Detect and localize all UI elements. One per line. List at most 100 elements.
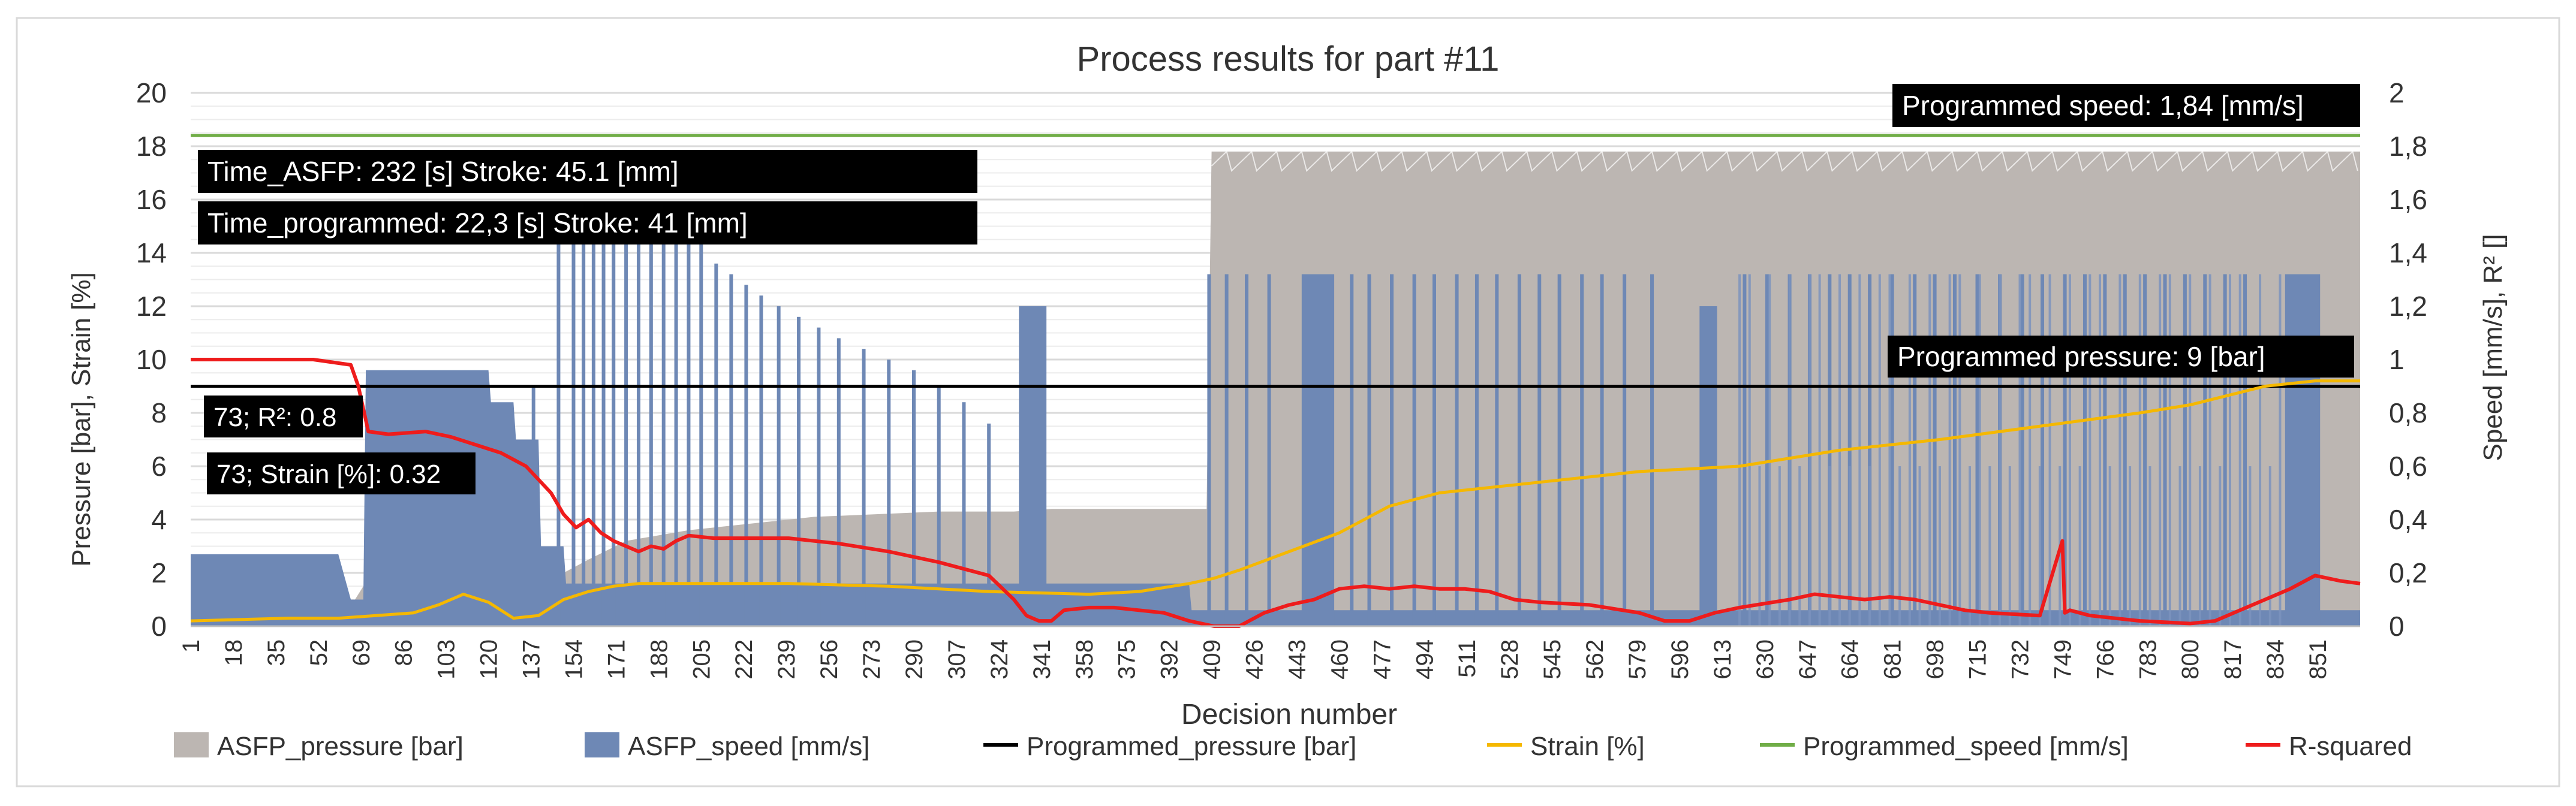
asfp-speed-spike <box>1890 274 1894 627</box>
x-tick-label: 851 <box>2305 639 2331 680</box>
asfp-speed-spike <box>1978 274 1981 627</box>
asfp-speed-spike <box>1818 274 1821 627</box>
asfp-speed-spike <box>836 338 841 626</box>
x-tick-label: 579 <box>1624 639 1651 680</box>
asfp-speed-spike <box>2238 274 2241 627</box>
asfp-speed-spike <box>1432 274 1436 627</box>
asfp-speed-spike <box>2083 274 2087 627</box>
asfp-speed-spike <box>2259 274 2262 627</box>
annotations: Programmed speed: 1,84 [mm/s] Time_ASFP: … <box>198 84 2360 494</box>
x-tick-label: 35 <box>263 639 290 666</box>
asfp-speed-spike <box>2148 466 2151 626</box>
legend-label: R-squared <box>2289 732 2412 761</box>
asfp-speed-spike <box>1858 274 1861 627</box>
asfp-speed-spike <box>1828 466 1831 626</box>
x-tick-label: 545 <box>1539 639 1566 680</box>
annotation-box <box>1888 336 2354 378</box>
x-tick-label: 715 <box>1965 639 1991 680</box>
x-tick-label: 239 <box>774 639 800 680</box>
x-tick-label: 290 <box>901 639 928 680</box>
asfp-speed-spike <box>1455 274 1459 627</box>
annotation-box <box>204 396 363 437</box>
asfp-speed-spike <box>2108 466 2111 626</box>
asfp-pressure-texture <box>1211 150 2358 172</box>
asfp-speed-spike <box>571 237 576 626</box>
chart-title: Process results for part #11 <box>1077 40 1500 79</box>
x-axis-label: Decision number <box>1181 699 1397 730</box>
asfp-pressure-fill <box>191 151 2360 626</box>
annotation-box <box>198 150 977 193</box>
y-left-tick-label: 0 <box>151 611 167 642</box>
asfp-speed-spike <box>962 402 966 626</box>
asfp-speed-spike <box>2123 274 2127 627</box>
y-left-tick-label: 8 <box>151 397 167 428</box>
asfp-speed-spike <box>2048 274 2051 627</box>
asfp-speed-spike <box>1778 466 1781 626</box>
asfp-speed-spike <box>1224 274 1229 627</box>
asfp-speed-spike <box>1828 274 1832 627</box>
x-tick-label: 188 <box>646 639 672 680</box>
y-left-tick-label: 20 <box>136 77 167 108</box>
x-tick-label: 817 <box>2220 639 2246 680</box>
x-tick-label: 698 <box>1922 639 1949 680</box>
x-tick-label: 120 <box>476 639 502 680</box>
x-tick-label: 256 <box>816 639 842 680</box>
y-left-tick-label: 4 <box>151 504 167 535</box>
x-tick-label: 137 <box>519 639 545 680</box>
legend-swatch <box>585 732 619 757</box>
x-tick-label: 222 <box>731 639 757 680</box>
x-tick-label: 392 <box>1157 639 1183 680</box>
asfp-speed-spike <box>759 295 763 626</box>
asfp-speed-spike <box>649 237 653 626</box>
asfp-speed-spike <box>1913 274 1917 627</box>
y-right-tick-label: 0 <box>2389 611 2405 642</box>
legend-swatch <box>174 732 209 757</box>
asfp-speed-spike <box>2089 274 2092 627</box>
asfp-speed-spike <box>1495 274 1499 627</box>
x-tick-label: 1 <box>178 639 204 653</box>
asfp-speed-spike <box>582 237 586 626</box>
annotation-text: Time_ASFP: 232 [s] Stroke: 45.1 [mm] <box>207 156 679 187</box>
asfp-speed-spike <box>2103 274 2107 627</box>
asfp-speed-spike <box>591 237 595 626</box>
x-tick-label: 630 <box>1752 639 1778 680</box>
asfp-speed-spike <box>1908 274 1911 627</box>
x-tick-label: 681 <box>1880 639 1906 680</box>
annotation-box <box>198 201 977 244</box>
asfp-speed-spike <box>1958 274 1961 627</box>
asfp-speed-spike <box>2078 466 2081 626</box>
x-tick-label: 494 <box>1412 639 1438 680</box>
asfp-speed-spike <box>1623 274 1627 627</box>
asfp-speed-spike <box>1988 466 1991 626</box>
asfp-speed-spike <box>2189 274 2192 627</box>
x-tick-label: 596 <box>1667 639 1693 680</box>
annotation-text: Programmed pressure: 9 [bar] <box>1897 341 2265 372</box>
asfp-speed-spike <box>729 274 733 627</box>
asfp-speed-spike <box>1918 466 1921 626</box>
asfp-speed-spike <box>1537 274 1542 627</box>
asfp-speed-spike <box>624 237 628 626</box>
asfp-speed-spike <box>2018 274 2021 627</box>
x-tick-label: 477 <box>1369 639 1395 680</box>
annotation-text: 73; Strain [%]: 0.32 <box>216 460 441 489</box>
asfp-speed-spike <box>1948 274 1951 627</box>
asfp-pressure-area <box>191 150 2360 626</box>
asfp-speed-spike <box>2178 466 2181 626</box>
asfp-speed-spike <box>2129 466 2132 626</box>
asfp-speed-spike <box>817 327 821 626</box>
x-tick-label: 613 <box>1710 639 1736 680</box>
y-axis-left-label: Pressure [bar], Strain [%] <box>67 272 96 567</box>
asfp-speed-spike <box>1748 274 1751 627</box>
asfp-speed-spike <box>2008 466 2011 626</box>
asfp-speed-spike <box>887 360 891 626</box>
asfp-speed-spike <box>1969 466 1972 626</box>
y-right-tick-label: 0,4 <box>2389 504 2427 535</box>
asfp-speed-spike <box>2159 274 2162 627</box>
x-tick-label: 664 <box>1837 639 1864 680</box>
y-right-tick-label: 1 <box>2389 344 2405 375</box>
asfp-speed-spike <box>2219 466 2222 626</box>
asfp-speed-spike <box>2249 466 2252 626</box>
x-tick-label: 103 <box>434 639 460 680</box>
asfp-speed-spike <box>1928 274 1931 627</box>
